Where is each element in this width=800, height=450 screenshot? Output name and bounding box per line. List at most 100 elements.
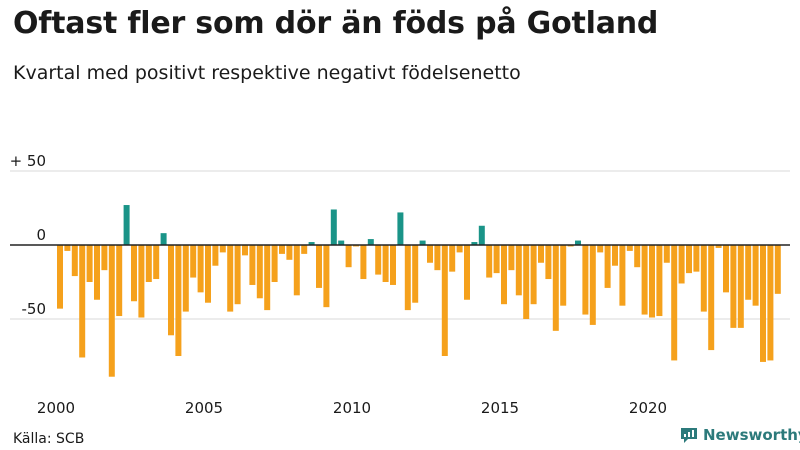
- bar: [412, 245, 419, 303]
- bar: [182, 245, 189, 312]
- bar: [249, 245, 256, 285]
- bar: [212, 245, 219, 266]
- bar: [441, 245, 448, 356]
- bar: [501, 245, 507, 305]
- bar: [308, 242, 315, 245]
- bar: [493, 245, 500, 274]
- source-note: Källa: SCB: [13, 431, 85, 447]
- y-tick-label: + 50: [10, 152, 46, 170]
- bar: [271, 245, 278, 282]
- bar: [242, 245, 248, 256]
- bar: [79, 245, 86, 358]
- bar: [508, 245, 515, 271]
- bar: [752, 245, 759, 306]
- bar: [227, 245, 234, 312]
- bar: [471, 242, 478, 245]
- bar: [730, 245, 737, 328]
- bar: [456, 245, 463, 253]
- x-tick-label: 2005: [185, 399, 223, 417]
- bar: [190, 245, 197, 278]
- brand-name: Newsworthy: [703, 426, 800, 444]
- bar: [582, 245, 589, 315]
- bar: [774, 245, 781, 294]
- bar: [663, 245, 670, 263]
- bar: [330, 209, 337, 245]
- bar: [538, 245, 544, 263]
- bar: [316, 245, 322, 288]
- bar: [449, 245, 456, 272]
- brand-logo: Newsworthy: [680, 426, 800, 444]
- bar: [619, 245, 626, 306]
- bar: [160, 233, 167, 245]
- bar-chart: + 50 0 -50 2000 2005 2010 2015 2020: [10, 152, 790, 417]
- bar: [145, 245, 152, 282]
- bar: [604, 245, 611, 288]
- bar: [745, 245, 752, 300]
- bar: [116, 245, 123, 317]
- bar: [404, 245, 411, 311]
- bar: [197, 245, 204, 293]
- bar: [382, 245, 389, 282]
- bar: [86, 245, 93, 282]
- bar: [671, 245, 678, 361]
- bar: [64, 245, 71, 251]
- bar: [434, 245, 441, 271]
- bar: [175, 245, 182, 356]
- bar: [464, 245, 470, 300]
- bar: [641, 245, 648, 315]
- y-tick-label: -50: [22, 300, 47, 318]
- axes: + 50 0 -50 2000 2005 2010 2015 2020: [10, 152, 790, 417]
- chart-subtitle: Kvartal med positivt respektive negativt…: [13, 62, 521, 84]
- bar: [101, 245, 108, 271]
- bar: [486, 245, 493, 278]
- bar: [108, 245, 115, 377]
- bar: [57, 245, 63, 309]
- bar: [205, 245, 211, 303]
- bar: [530, 245, 537, 305]
- bar: [715, 245, 722, 248]
- bar: [737, 245, 744, 328]
- bar: [760, 245, 766, 362]
- bar: [234, 245, 241, 305]
- bar: [767, 245, 774, 361]
- bar: [168, 245, 174, 336]
- bar: [723, 245, 729, 293]
- bar: [686, 245, 692, 274]
- bar: [612, 245, 618, 266]
- bar: [123, 205, 130, 245]
- bar: [256, 245, 263, 299]
- x-tick-label: 2015: [481, 399, 519, 417]
- y-tick-label: 0: [36, 226, 46, 244]
- bar: [589, 245, 596, 325]
- bar: [419, 240, 426, 245]
- bar: [545, 245, 552, 280]
- bar: [678, 245, 685, 284]
- bar: [523, 245, 530, 319]
- bar: [649, 245, 655, 318]
- bar: [279, 245, 285, 254]
- x-tick-label: 2010: [333, 399, 371, 417]
- bar: [634, 245, 641, 268]
- x-tick-label: 2020: [629, 399, 667, 417]
- bar: [338, 240, 345, 245]
- bar: [71, 245, 78, 277]
- bar: [708, 245, 715, 351]
- chart-title: Oftast fler som dör än föds på Gotland: [13, 6, 659, 41]
- bar: [597, 245, 604, 253]
- bar: [293, 245, 300, 296]
- bar: [427, 245, 433, 263]
- bar: [219, 245, 226, 253]
- bar: [323, 245, 330, 308]
- bar: [478, 225, 485, 245]
- bar: [552, 245, 559, 331]
- bar: [345, 245, 352, 268]
- bar: [390, 245, 396, 285]
- bar: [301, 245, 308, 254]
- bar: [360, 245, 367, 280]
- gridlines: [10, 170, 790, 320]
- bar: [138, 245, 145, 318]
- bar: [264, 245, 271, 311]
- bar: [656, 245, 663, 317]
- x-tick-label: 2000: [37, 399, 75, 417]
- bar: [367, 239, 374, 245]
